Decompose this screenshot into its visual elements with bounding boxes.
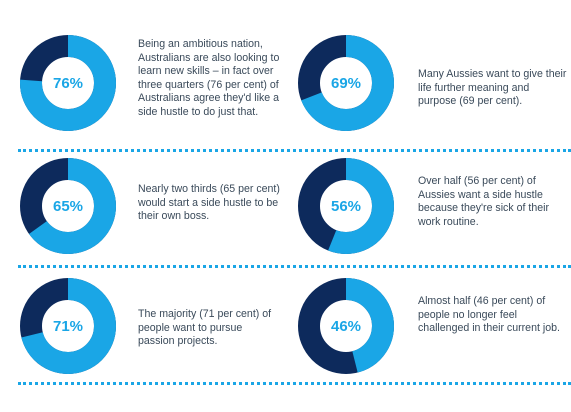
donut-value-segment bbox=[20, 35, 116, 131]
donut-chart-4 bbox=[298, 158, 394, 254]
donut-value-segment bbox=[298, 158, 394, 254]
donut-value-segment bbox=[298, 278, 394, 374]
description-5: The majority (71 per cent) of people wan… bbox=[138, 308, 272, 348]
donut-chart-2 bbox=[298, 35, 394, 131]
donut-value-segment bbox=[298, 35, 394, 131]
description-1: Being an ambitious nation, Australians a… bbox=[138, 38, 280, 118]
percent-label-1: 76% bbox=[52, 75, 84, 92]
description-3: Nearly two thirds (65 per cent) would st… bbox=[138, 183, 280, 223]
percent-label-5: 71% bbox=[52, 318, 84, 335]
description-6: Almost half (46 per cent) of people no l… bbox=[418, 295, 560, 335]
description-2: Many Aussies want to give their life fur… bbox=[418, 68, 567, 108]
donut-chart-3 bbox=[20, 158, 116, 254]
row-separator-3 bbox=[18, 382, 571, 385]
description-4: Over half (56 per cent) of Aussies want … bbox=[418, 175, 549, 228]
donut-chart-5 bbox=[20, 278, 116, 374]
percent-label-3: 65% bbox=[52, 198, 84, 215]
donut-value-segment bbox=[20, 278, 116, 374]
percent-label-6: 46% bbox=[330, 318, 362, 335]
donut-chart-6 bbox=[298, 278, 394, 374]
percent-label-4: 56% bbox=[330, 198, 362, 215]
row-separator-1 bbox=[18, 149, 571, 152]
donut-chart-1 bbox=[20, 35, 116, 131]
row-separator-2 bbox=[18, 265, 571, 268]
donut-value-segment bbox=[20, 158, 116, 254]
percent-label-2: 69% bbox=[330, 75, 362, 92]
